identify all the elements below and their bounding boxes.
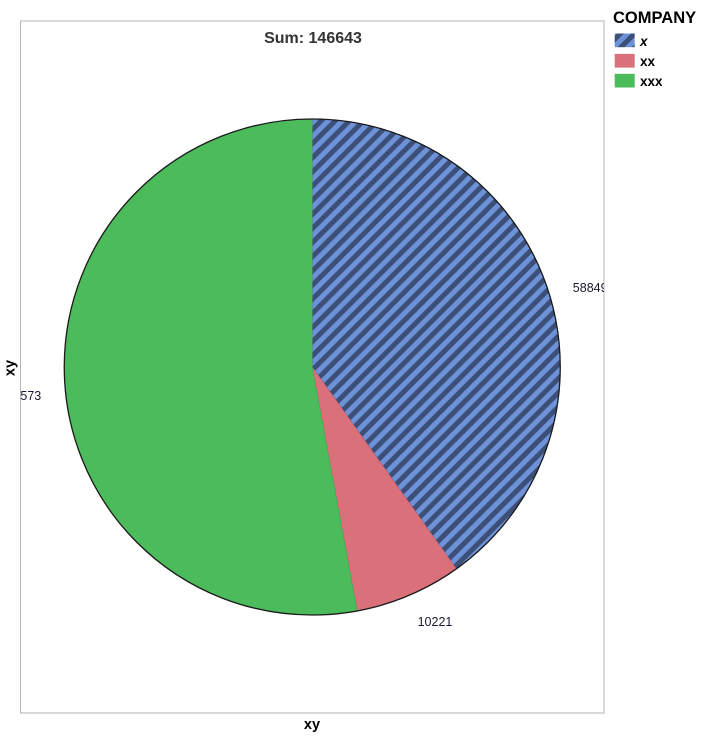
svg-text:x: x	[639, 34, 648, 49]
svg-text:77573: 77573	[7, 389, 42, 403]
svg-text:xy: xy	[3, 360, 19, 376]
svg-text:10221: 10221	[418, 615, 453, 629]
svg-text:COMPANY: COMPANY	[613, 9, 696, 27]
svg-text:58849: 58849	[573, 281, 608, 295]
svg-text:xy: xy	[304, 717, 320, 733]
svg-text:Sum: 146643: Sum: 146643	[264, 30, 362, 47]
svg-text:xx: xx	[640, 54, 656, 69]
svg-text:xxx: xxx	[640, 74, 663, 89]
